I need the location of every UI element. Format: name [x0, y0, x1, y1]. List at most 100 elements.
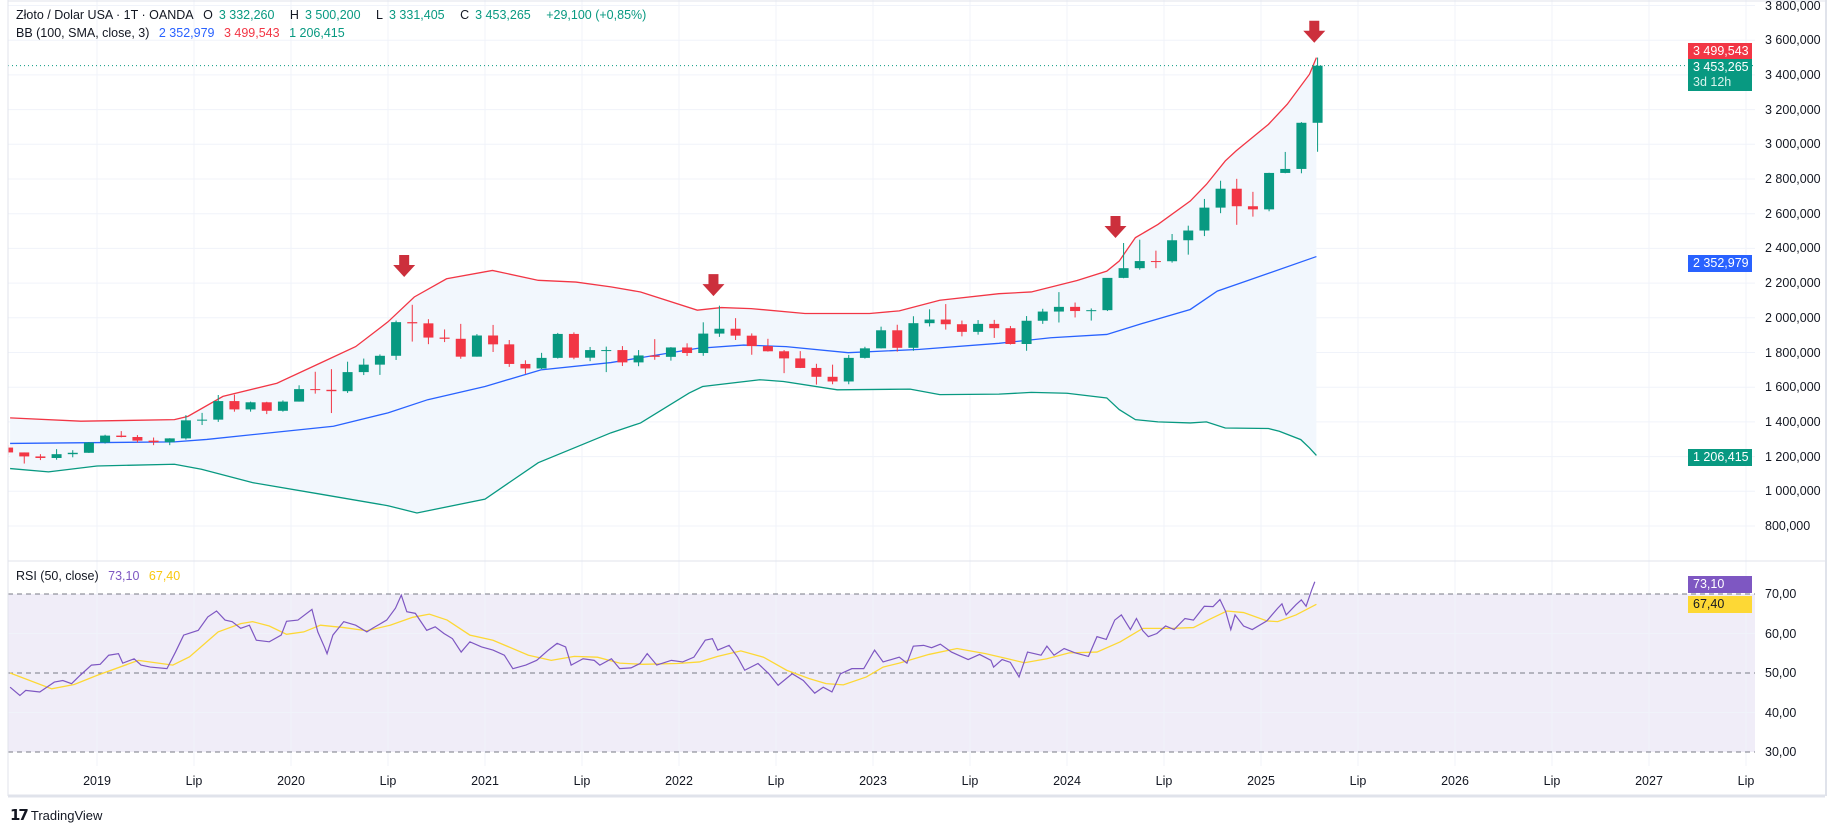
low-value: 3 331,405: [389, 8, 445, 22]
tradingview-branding[interactable]: 𝟭𝟳 TradingView: [10, 806, 102, 824]
candle-body: [148, 440, 159, 443]
price-tick-label: 1 000,000: [1765, 484, 1821, 499]
candle: [795, 351, 806, 369]
price-pane[interactable]: [3, 20, 1755, 514]
rsi-indicator-name[interactable]: RSI (50, close): [16, 569, 99, 583]
time-tick-label: 2023: [859, 774, 887, 788]
open-value: 3 332,260: [218, 8, 275, 22]
candle: [1264, 172, 1275, 212]
symbol-title[interactable]: Złoto / Dolar USA · 1T · OANDA: [16, 8, 194, 22]
candle-body: [989, 323, 1000, 329]
candle-body: [51, 454, 62, 458]
symbol-legend: Złoto / Dolar USA · 1T · OANDA O 3 332,26…: [16, 8, 652, 22]
candle: [536, 352, 547, 369]
candle: [746, 333, 757, 355]
bb-basis-value: 2 352,979: [158, 26, 215, 40]
high-label: H: [289, 8, 299, 22]
brand-name: TradingView: [30, 807, 103, 823]
candle: [1021, 316, 1032, 351]
candle-body: [8, 447, 14, 453]
candle-body: [471, 335, 482, 357]
price-tick-label: 1 400,000: [1765, 414, 1821, 429]
candle-body: [326, 389, 337, 392]
time-tick-label: Lip: [1737, 774, 1755, 788]
ohlc-low: L 3 331,405: [376, 8, 451, 22]
candle: [568, 332, 579, 360]
bollinger-upper-line: [10, 57, 1318, 422]
rsi-tick-label: 60,00: [1765, 626, 1797, 641]
candle-body: [229, 401, 240, 410]
candle-body: [261, 402, 272, 411]
low-label: L: [376, 8, 383, 22]
candle: [294, 385, 305, 402]
candle-body: [1021, 320, 1032, 344]
candle: [649, 339, 660, 360]
candle-body: [1150, 261, 1161, 263]
candle: [1312, 57, 1323, 152]
candle-body: [1231, 188, 1242, 207]
time-tick-label: 2025: [1247, 774, 1275, 788]
candle-body: [35, 456, 46, 458]
bb-indicator-name[interactable]: BB (100, SMA, close, 3): [16, 26, 150, 40]
candle: [391, 320, 402, 360]
candle: [1247, 191, 1258, 217]
candle-body: [1167, 240, 1178, 262]
candle: [843, 354, 854, 385]
candle: [35, 454, 46, 461]
candle: [374, 354, 385, 375]
rsi-legend: RSI (50, close) 73,10 67,40: [16, 569, 186, 583]
rsi-ma-value: 67,40: [148, 569, 181, 583]
candle: [423, 319, 434, 345]
down-arrow-icon: [702, 274, 725, 297]
candle: [1086, 308, 1097, 321]
candle: [827, 364, 838, 385]
candle: [1134, 239, 1145, 270]
candle: [1150, 250, 1161, 269]
candle-body: [213, 401, 224, 420]
time-tick-label: Lip: [379, 774, 397, 788]
rsi-tick-label: 30,00: [1765, 745, 1797, 759]
candle: [197, 412, 208, 426]
candle-body: [1296, 122, 1307, 169]
rsi-pane[interactable]: [9, 581, 1317, 697]
rsi-tick-label: 70,00: [1765, 587, 1797, 601]
price-change: +29,100 (+0,85%): [546, 8, 647, 22]
price-tick-label: 2 800,000: [1765, 172, 1821, 186]
close-value: 3 453,265: [475, 8, 531, 22]
time-tick-label: 2026: [1441, 774, 1469, 788]
price-tick-label: 2 000,000: [1765, 310, 1821, 325]
candle-body: [601, 350, 612, 352]
candle: [358, 358, 369, 376]
candle-body: [132, 436, 143, 441]
candle: [213, 395, 224, 422]
bollinger-basis-line: [10, 255, 1317, 445]
down-arrow-icon: [1104, 215, 1127, 238]
candle-body: [67, 452, 78, 455]
candle-body: [924, 319, 935, 324]
candle-body: [843, 357, 854, 382]
candle: [1231, 178, 1242, 225]
candle-body: [795, 358, 806, 368]
price-tick-label: 800,000: [1765, 519, 1811, 533]
candle-body: [407, 322, 418, 324]
rsi-ma-line: [9, 603, 1317, 690]
candle: [407, 304, 418, 342]
pane-frame: [7, 0, 1827, 798]
candle-body: [908, 323, 919, 348]
candle-body: [698, 333, 709, 354]
candle: [1183, 225, 1194, 255]
price-tick-label: 2 200,000: [1765, 276, 1821, 291]
candle-body: [164, 438, 175, 443]
candle-body: [973, 323, 984, 332]
candle-body: [1037, 311, 1048, 321]
time-tick-label: Lip: [185, 774, 203, 788]
rsi-tick-label: 50,00: [1765, 666, 1797, 680]
bb-lower-badge: 1 206,415: [1688, 449, 1752, 466]
price-tick-label: 1 600,000: [1765, 380, 1821, 395]
candle-body: [827, 376, 838, 382]
bar-countdown: 3d 12h: [1693, 75, 1732, 89]
candle-body: [116, 435, 127, 437]
time-tick-label: 2021: [471, 774, 499, 788]
candle: [698, 322, 709, 356]
